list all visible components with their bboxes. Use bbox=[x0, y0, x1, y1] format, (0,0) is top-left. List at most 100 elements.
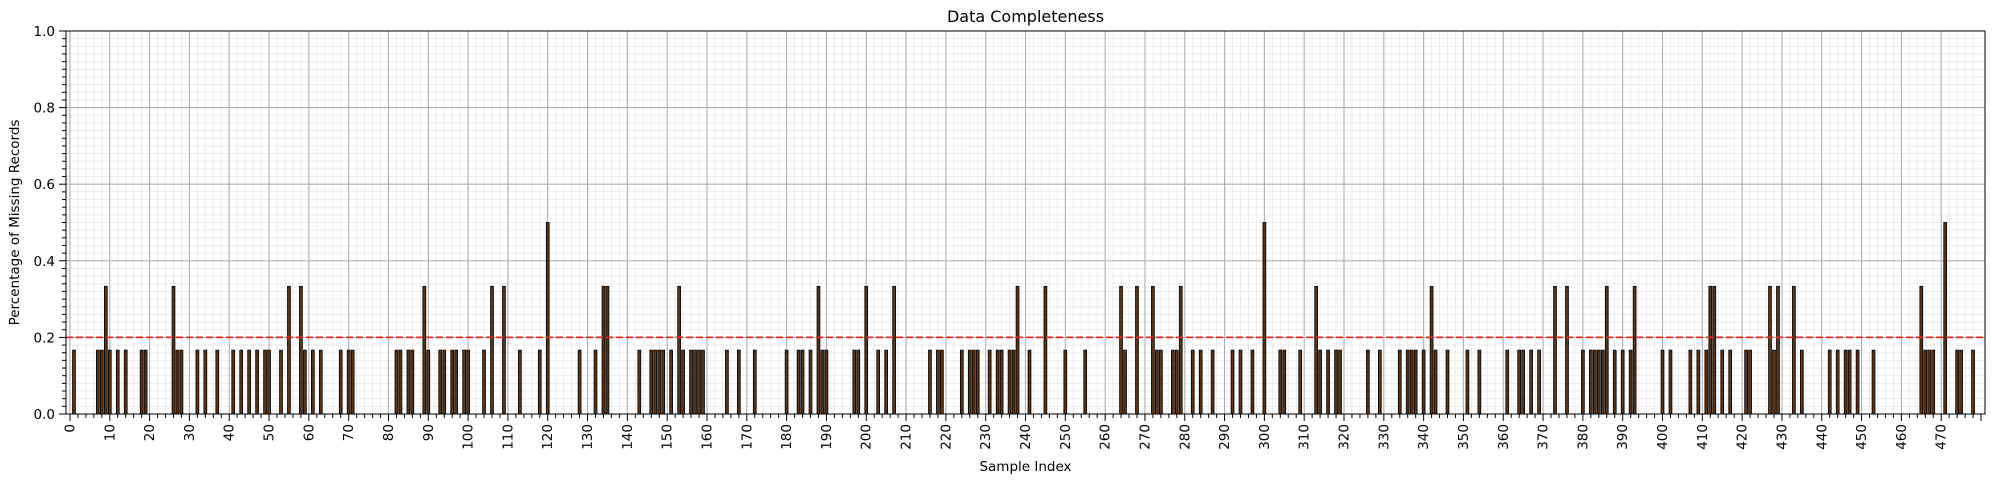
bar bbox=[410, 349, 415, 415]
bar bbox=[820, 349, 825, 415]
bar bbox=[892, 285, 896, 415]
bar bbox=[1553, 285, 1557, 415]
bar bbox=[1477, 349, 1482, 415]
x-tick-label: 120 bbox=[540, 424, 556, 450]
bar bbox=[96, 349, 100, 415]
bar bbox=[677, 285, 681, 415]
x-tick-label: 100 bbox=[461, 424, 477, 450]
bar bbox=[1429, 285, 1434, 415]
bar bbox=[987, 349, 992, 415]
bar bbox=[115, 349, 120, 415]
bar bbox=[796, 349, 801, 415]
x-tick-label: 150 bbox=[660, 424, 676, 450]
bar bbox=[502, 285, 506, 415]
x-tick-label: 240 bbox=[1018, 424, 1034, 450]
bar bbox=[1178, 285, 1183, 415]
x-axis-label: Sample Index bbox=[979, 459, 1071, 475]
bar bbox=[653, 349, 658, 415]
bar bbox=[1620, 349, 1625, 415]
bar bbox=[701, 349, 705, 415]
bar bbox=[303, 349, 307, 415]
bar bbox=[1604, 285, 1609, 415]
bar bbox=[1772, 349, 1776, 415]
bar bbox=[1298, 349, 1303, 415]
bar bbox=[1083, 349, 1088, 415]
bar bbox=[1529, 349, 1533, 415]
bar bbox=[1151, 285, 1155, 415]
bar bbox=[1712, 285, 1717, 415]
x-tick-label: 170 bbox=[739, 424, 755, 450]
bar bbox=[518, 349, 522, 415]
bar bbox=[808, 349, 813, 415]
bar bbox=[784, 349, 789, 415]
bar bbox=[1011, 349, 1016, 415]
bar bbox=[1871, 349, 1876, 415]
y-axis: 0.0 0.2 0.4 0.6 0.8 1.0 bbox=[34, 24, 66, 423]
bar bbox=[1955, 349, 1959, 415]
bar bbox=[601, 285, 606, 415]
bar bbox=[1521, 349, 1525, 415]
bar bbox=[816, 285, 821, 415]
bar bbox=[661, 349, 666, 415]
bar bbox=[1378, 349, 1382, 415]
x-tick-label: 90 bbox=[421, 424, 437, 441]
x-tick-label: 230 bbox=[978, 424, 994, 450]
bar bbox=[681, 349, 685, 415]
bar bbox=[215, 349, 220, 415]
y-tick-label: 0.4 bbox=[34, 254, 55, 270]
x-tick-label: 310 bbox=[1297, 424, 1313, 450]
bar bbox=[637, 349, 642, 415]
bar bbox=[1314, 285, 1318, 415]
bar bbox=[1628, 349, 1633, 415]
bar bbox=[1843, 349, 1848, 415]
bar bbox=[175, 349, 180, 415]
bar bbox=[1688, 349, 1693, 415]
bar bbox=[179, 349, 184, 415]
bar bbox=[605, 285, 610, 415]
bar bbox=[876, 349, 881, 415]
y-tick-label: 0.8 bbox=[34, 101, 55, 117]
bar bbox=[1959, 349, 1963, 415]
bar bbox=[971, 349, 976, 415]
x-tick-label: 360 bbox=[1496, 424, 1512, 450]
bar bbox=[959, 349, 964, 415]
x-tick-label: 470 bbox=[1934, 424, 1950, 450]
x-tick-label: 330 bbox=[1376, 424, 1392, 450]
bar bbox=[593, 349, 598, 415]
bar bbox=[1159, 349, 1163, 415]
bar bbox=[263, 349, 267, 415]
bar bbox=[1155, 349, 1159, 415]
bar bbox=[1170, 349, 1175, 415]
bar bbox=[1198, 349, 1203, 415]
bar bbox=[1210, 349, 1215, 415]
x-tick-label: 380 bbox=[1575, 424, 1591, 450]
bar bbox=[1612, 349, 1617, 415]
y-tick-label: 0.0 bbox=[34, 407, 55, 423]
bar bbox=[545, 222, 550, 415]
bar bbox=[1768, 285, 1772, 415]
x-tick-label: 160 bbox=[699, 424, 715, 450]
bar bbox=[346, 349, 351, 415]
bar bbox=[1262, 222, 1267, 415]
x-tick-label: 420 bbox=[1735, 424, 1751, 450]
bar bbox=[1043, 285, 1048, 415]
bar bbox=[103, 285, 108, 415]
bar bbox=[1600, 349, 1605, 415]
bar bbox=[1278, 349, 1283, 415]
y-tick-label: 0.2 bbox=[34, 330, 55, 346]
bar bbox=[1927, 349, 1932, 415]
x-tick-label: 270 bbox=[1137, 424, 1153, 450]
x-tick-label: 60 bbox=[301, 424, 317, 441]
x-tick-label: 180 bbox=[779, 424, 795, 450]
bar bbox=[725, 349, 729, 415]
bar bbox=[1421, 349, 1426, 415]
bar bbox=[1708, 285, 1713, 415]
bar bbox=[884, 349, 888, 415]
bar bbox=[1855, 349, 1860, 415]
bar bbox=[1800, 349, 1804, 415]
x-tick-label: 350 bbox=[1456, 424, 1472, 450]
bar bbox=[462, 349, 466, 415]
x-tick-label: 430 bbox=[1774, 424, 1790, 450]
bar bbox=[1135, 285, 1139, 415]
bar bbox=[693, 349, 697, 415]
